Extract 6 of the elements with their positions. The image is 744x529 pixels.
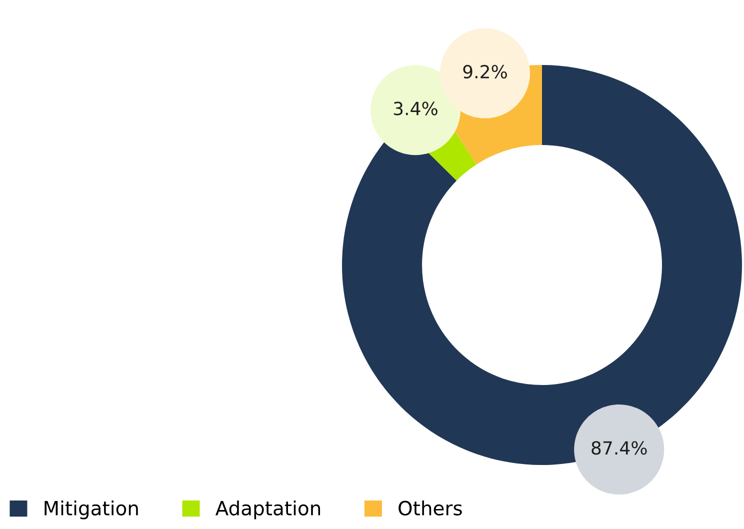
legend-label: Adaptation [215, 500, 320, 520]
data-label: 3.4% [394, 102, 438, 116]
data-label: 87.4% [592, 441, 647, 455]
legend-label: Others [398, 500, 462, 516]
data-label: 9.2% [463, 64, 507, 79]
legend-label: Mitigation [44, 500, 138, 520]
